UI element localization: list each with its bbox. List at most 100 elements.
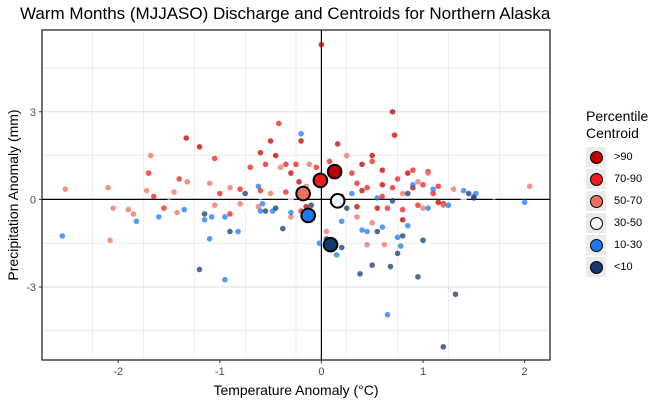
data-point: [526, 183, 533, 190]
data-point: [374, 228, 381, 235]
data-point: [425, 170, 431, 176]
data-point: [145, 170, 152, 176]
data-point: [470, 183, 477, 190]
data-point: [255, 183, 262, 190]
centroid-point: [300, 207, 316, 224]
data-point: [165, 199, 173, 206]
data-point: [196, 144, 203, 150]
data-point: [379, 167, 386, 173]
data-point: [440, 344, 447, 350]
data-point: [308, 202, 315, 209]
data-point: [338, 244, 345, 251]
legend-key: [586, 213, 606, 233]
data-point: [272, 205, 279, 211]
legend-key: [586, 169, 606, 189]
data-point: [293, 161, 299, 168]
data-point: [430, 219, 437, 226]
data-point: [404, 170, 411, 176]
x-tick-label: -1: [215, 366, 225, 378]
data-point: [140, 212, 147, 219]
legend-key: [586, 257, 606, 277]
legend-swatch: [589, 260, 603, 274]
data-point: [183, 135, 190, 141]
legend-item: 70-90: [586, 168, 652, 190]
data-point: [357, 271, 363, 277]
data-point: [211, 155, 218, 162]
data-point: [397, 243, 404, 249]
data-point: [237, 186, 243, 192]
data-point: [389, 198, 396, 204]
data-point: [354, 214, 360, 220]
data-point: [227, 211, 233, 217]
centroid-point: [312, 172, 329, 189]
data-point: [259, 200, 266, 207]
data-point: [110, 205, 116, 211]
tick-labels: -2 -1 0 1 2 -3 0 3: [26, 107, 527, 378]
data-point: [399, 217, 406, 223]
data-point: [217, 190, 223, 197]
data-point: [410, 181, 416, 188]
data-point: [364, 241, 370, 248]
data-point: [206, 236, 213, 242]
legend: Percentile Centroid >90 70-90 50-70 30-50 10…: [586, 108, 652, 278]
y-tick-label: 3: [30, 107, 36, 119]
legend-label: 50-70: [614, 195, 643, 207]
data-point: [349, 190, 355, 197]
data-point: [394, 176, 401, 182]
data-point: [521, 199, 528, 206]
data-point: [445, 202, 452, 209]
data-point: [201, 217, 208, 223]
data-point: [364, 228, 370, 235]
data-point: [242, 205, 249, 212]
legend-items: >90 70-90 50-70 30-50 10-30 <10: [586, 146, 652, 278]
data-point: [201, 211, 208, 217]
data-point: [440, 202, 447, 209]
data-point: [374, 195, 381, 201]
data-point: [288, 170, 294, 176]
legend-swatch: [589, 150, 603, 164]
data-point: [257, 149, 264, 156]
data-point: [306, 161, 313, 168]
data-point: [279, 225, 286, 232]
data-point: [176, 176, 182, 182]
data-point: [369, 187, 376, 194]
data-point: [452, 291, 459, 298]
data-point: [369, 158, 376, 165]
data-point: [420, 205, 426, 211]
data-point: [143, 187, 150, 194]
legend-key: [586, 235, 606, 255]
data-point: [404, 222, 411, 229]
data-point: [465, 190, 472, 197]
legend-label: >90: [614, 151, 633, 163]
data-point: [130, 211, 137, 217]
legend-swatch: [589, 172, 603, 186]
data-point: [174, 209, 180, 216]
data-point: [391, 132, 398, 138]
legend-key: [586, 191, 606, 211]
data-point: [222, 276, 228, 283]
x-axis-title: Temperature Anomaly (°C): [213, 382, 378, 398]
data-point: [59, 233, 66, 239]
data-point: [344, 205, 350, 211]
x-tick-label: 0: [318, 366, 324, 378]
legend-label: 70-90: [614, 173, 643, 185]
data-point: [414, 212, 422, 219]
x-tick-label: -2: [113, 366, 123, 378]
data-point: [450, 186, 457, 192]
legend-item: 30-50: [586, 212, 652, 234]
data-point: [374, 205, 381, 211]
data-point: [272, 152, 279, 159]
data-point: [115, 202, 122, 209]
data-point: [235, 228, 241, 235]
data-point: [267, 138, 274, 144]
data-point: [227, 184, 233, 191]
legend-swatch: [589, 238, 603, 252]
data-point: [354, 180, 360, 187]
data-point: [288, 209, 294, 216]
data-point: [430, 186, 436, 192]
data-point: [242, 190, 248, 197]
data-point: [283, 161, 289, 168]
points-layer: [59, 41, 533, 350]
data-point: [298, 130, 304, 137]
